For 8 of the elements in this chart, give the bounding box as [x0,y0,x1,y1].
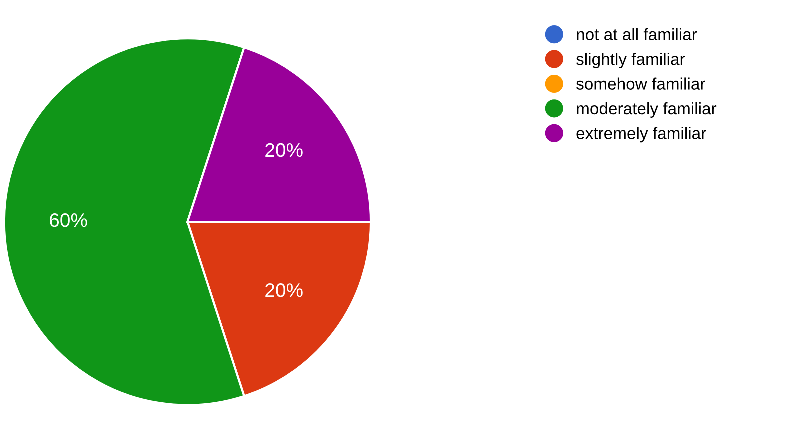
data-label: 20% [266,143,303,158]
legend-label: not at all familiar [577,28,698,41]
data-label: 60% [50,213,88,228]
legend-label: somehow familiar [576,78,706,90]
data-label: 20% [266,283,303,298]
legend-label: extremely familiar [576,127,706,143]
legend-label: moderately familiar [577,102,717,118]
legend-label: slightly familiar [576,53,686,69]
